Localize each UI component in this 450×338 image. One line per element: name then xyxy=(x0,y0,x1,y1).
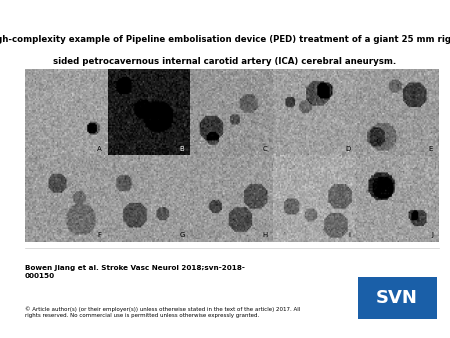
Text: G: G xyxy=(179,232,184,238)
Text: J: J xyxy=(431,232,433,238)
Text: B: B xyxy=(180,146,184,152)
Text: D: D xyxy=(345,146,350,152)
Text: H: H xyxy=(262,232,267,238)
Text: C: C xyxy=(263,146,267,152)
Text: © Article author(s) (or their employer(s)) unless otherwise stated in the text o: © Article author(s) (or their employer(s… xyxy=(25,306,300,318)
Text: A: A xyxy=(97,146,102,152)
Text: I: I xyxy=(348,232,350,238)
Text: sided petrocavernous internal carotid artery (ICA) cerebral aneurysm.: sided petrocavernous internal carotid ar… xyxy=(54,57,396,66)
Text: Bowen Jiang et al. Stroke Vasc Neurol 2018;svn-2018-
000150: Bowen Jiang et al. Stroke Vasc Neurol 20… xyxy=(25,265,245,279)
Text: F: F xyxy=(98,232,102,238)
Text: SVN: SVN xyxy=(376,289,418,307)
Text: High-complexity example of Pipeline embolisation device (PED) treatment of a gia: High-complexity example of Pipeline embo… xyxy=(0,35,450,44)
Text: E: E xyxy=(428,146,433,152)
